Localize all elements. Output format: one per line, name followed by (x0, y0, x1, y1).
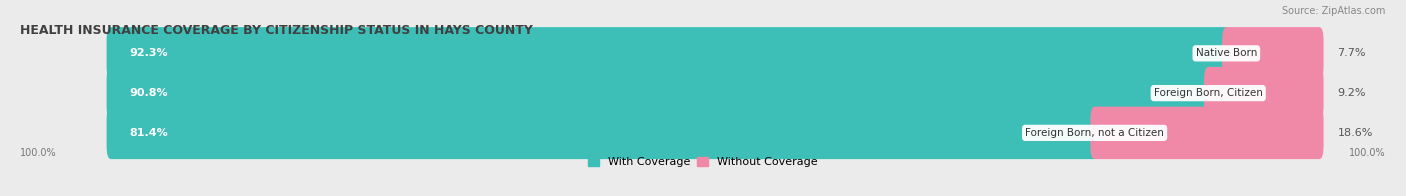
FancyBboxPatch shape (107, 67, 1212, 119)
Text: Foreign Born, not a Citizen: Foreign Born, not a Citizen (1025, 128, 1164, 138)
Text: 9.2%: 9.2% (1337, 88, 1367, 98)
FancyBboxPatch shape (107, 107, 1099, 159)
Text: Foreign Born, Citizen: Foreign Born, Citizen (1154, 88, 1263, 98)
Text: Native Born: Native Born (1195, 48, 1257, 58)
FancyBboxPatch shape (1091, 107, 1323, 159)
Text: 7.7%: 7.7% (1337, 48, 1367, 58)
Text: 100.0%: 100.0% (1350, 148, 1386, 158)
Text: HEALTH INSURANCE COVERAGE BY CITIZENSHIP STATUS IN HAYS COUNTY: HEALTH INSURANCE COVERAGE BY CITIZENSHIP… (20, 24, 533, 37)
FancyBboxPatch shape (107, 67, 1323, 119)
Text: 18.6%: 18.6% (1337, 128, 1372, 138)
Text: 81.4%: 81.4% (129, 128, 167, 138)
FancyBboxPatch shape (107, 27, 1230, 80)
Legend: With Coverage, Without Coverage: With Coverage, Without Coverage (583, 153, 823, 172)
Text: Source: ZipAtlas.com: Source: ZipAtlas.com (1281, 6, 1385, 16)
FancyBboxPatch shape (1222, 27, 1323, 80)
Text: 90.8%: 90.8% (129, 88, 167, 98)
FancyBboxPatch shape (107, 27, 1323, 80)
FancyBboxPatch shape (107, 107, 1323, 159)
Text: 100.0%: 100.0% (20, 148, 56, 158)
FancyBboxPatch shape (1204, 67, 1323, 119)
Text: 92.3%: 92.3% (129, 48, 167, 58)
